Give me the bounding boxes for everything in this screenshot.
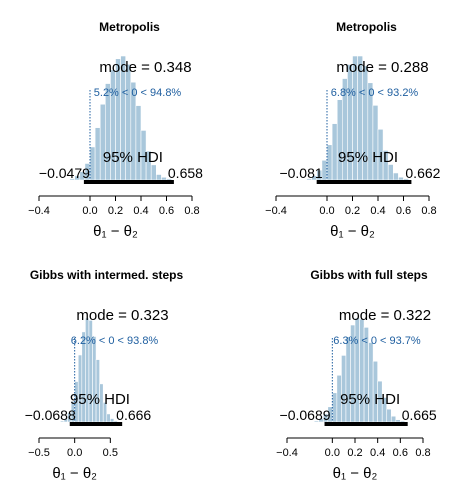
histogram-bar bbox=[99, 103, 106, 181]
x-axis-label: θ₁ − θ₂ bbox=[52, 465, 97, 482]
hdi-high-label: 0.665 bbox=[402, 407, 437, 423]
x-tick-label: −0.4 bbox=[276, 447, 298, 459]
hdi-label: 95% HDI bbox=[338, 149, 398, 166]
histogram-bar bbox=[110, 418, 115, 423]
histogram-bar bbox=[345, 336, 351, 423]
histogram-bar bbox=[386, 408, 392, 423]
histogram-bar bbox=[393, 172, 399, 181]
x-tick-label: −0.4 bbox=[265, 205, 287, 217]
histogram-bar bbox=[387, 164, 394, 181]
mode-label: mode = 0.323 bbox=[76, 307, 168, 324]
hdi-high-label: 0.666 bbox=[116, 407, 151, 423]
panel-title: Gibbs with intermed. steps bbox=[30, 268, 184, 282]
mode-label: mode = 0.348 bbox=[99, 59, 191, 76]
panel-2: Metropolis mode = 0.288 6.8% < 0 < 93.2% 95… bbox=[265, 20, 441, 240]
x-tick-label: 0.8 bbox=[415, 447, 430, 459]
panel-title: Metropolis bbox=[336, 20, 397, 34]
x-axis-label: θ₁ − θ₂ bbox=[330, 223, 375, 240]
histogram-bar bbox=[94, 127, 101, 181]
histogram-bar bbox=[89, 146, 96, 181]
histogram-bar bbox=[332, 392, 338, 423]
x-tick-label: 0.8 bbox=[421, 205, 436, 217]
histogram-bar bbox=[336, 99, 343, 181]
panel-3: Gibbs with intermed. steps mode = 0.323 6.… bbox=[25, 268, 184, 482]
hdi-high-label: 0.662 bbox=[405, 165, 440, 181]
x-tick-label: 0.0 bbox=[319, 205, 334, 217]
hdi-high-label: 0.658 bbox=[168, 165, 203, 181]
x-tick-label: 0.0 bbox=[82, 205, 97, 217]
x-tick-label: 0.4 bbox=[370, 205, 385, 217]
hdi-label: 95% HDI bbox=[103, 149, 163, 166]
x-tick-label: 0.2 bbox=[347, 447, 362, 459]
x-axis-label: θ₁ − θ₂ bbox=[333, 465, 378, 482]
compare-label: 5.2% < 0 < 94.8% bbox=[94, 87, 182, 99]
x-tick-label: 0.6 bbox=[396, 205, 411, 217]
compare-label: 6.3% < 0 < 93.7% bbox=[333, 335, 421, 347]
x-tick-label: −0.4 bbox=[28, 205, 50, 217]
hdi-label: 95% HDI bbox=[70, 391, 130, 408]
panel-title: Gibbs with full steps bbox=[310, 268, 428, 282]
histogram-bar bbox=[372, 105, 379, 181]
histogram-bar bbox=[341, 355, 347, 423]
mode-label: mode = 0.322 bbox=[339, 307, 431, 324]
histogram-bar bbox=[390, 415, 397, 423]
histogram-bar bbox=[106, 413, 111, 423]
compare-label: 6.2% < 0 < 93.8% bbox=[71, 335, 159, 347]
histogram-bar bbox=[77, 354, 83, 423]
histogram-bar bbox=[156, 174, 162, 181]
histogram-bar bbox=[161, 176, 167, 181]
histogram-bar bbox=[135, 105, 142, 181]
x-tick-label: 0.5 bbox=[103, 447, 118, 459]
compare-label: 6.8% < 0 < 93.2% bbox=[331, 87, 419, 99]
histogram-bar bbox=[395, 419, 401, 423]
panel-title: Metropolis bbox=[99, 20, 160, 34]
hdi-low-label: −0.081 bbox=[279, 165, 322, 181]
histogram-bar bbox=[92, 336, 97, 423]
x-tick-label: 0.0 bbox=[325, 447, 340, 459]
x-tick-label: 0.6 bbox=[393, 447, 408, 459]
hdi-low-label: −0.0689 bbox=[280, 407, 331, 423]
x-tick-label: 0.8 bbox=[184, 205, 199, 217]
hdi-low-label: −0.0479 bbox=[39, 165, 90, 181]
panel-4: Gibbs with full steps mode = 0.322 6.3% < … bbox=[276, 268, 437, 482]
histogram-bar bbox=[150, 164, 157, 181]
mode-label: mode = 0.288 bbox=[336, 59, 428, 76]
x-tick-label: 0.2 bbox=[345, 205, 360, 217]
x-tick-label: −0.5 bbox=[28, 447, 50, 459]
x-tick-label: 0.0 bbox=[67, 447, 82, 459]
histogram-bar bbox=[326, 144, 333, 181]
histogram-bar bbox=[398, 176, 404, 181]
x-axis-label: θ₁ − θ₂ bbox=[93, 223, 138, 240]
histogram-bar bbox=[331, 123, 338, 181]
panel-1: Metropolis mode = 0.348 5.2% < 0 < 94.8% 95… bbox=[28, 20, 203, 240]
hdi-label: 95% HDI bbox=[340, 391, 400, 408]
histogram-bar bbox=[368, 342, 374, 423]
x-tick-label: 0.2 bbox=[108, 205, 123, 217]
x-tick-label: 0.4 bbox=[370, 447, 385, 459]
x-tick-label: 0.6 bbox=[159, 205, 174, 217]
hdi-low-label: −0.0688 bbox=[25, 407, 76, 423]
x-tick-label: 0.4 bbox=[133, 205, 148, 217]
